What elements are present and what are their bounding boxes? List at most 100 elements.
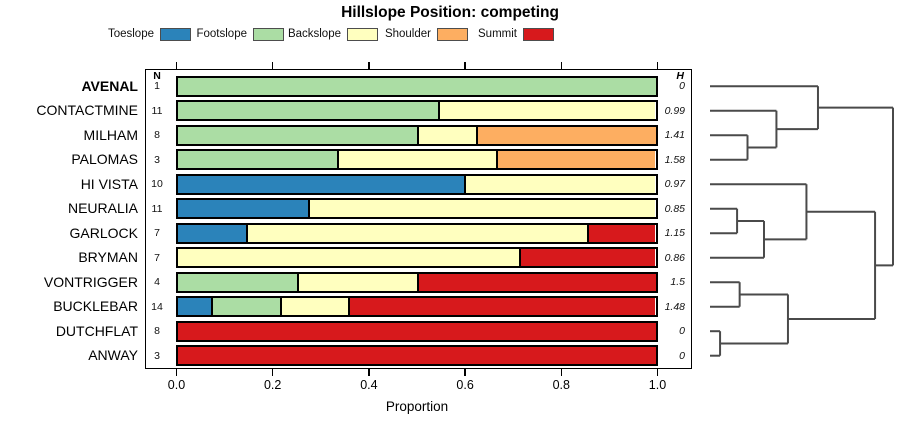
legend-swatch-footslope — [253, 28, 284, 41]
bar-segment-summit — [348, 298, 656, 316]
bar-segment-backslope — [438, 102, 656, 120]
row-label-contactmine: CONTACTMINE — [36, 102, 138, 119]
bar-segment-backslope — [336, 151, 497, 169]
h-value-garlock: 1.15 — [664, 227, 685, 240]
legend-swatch-summit — [523, 28, 554, 41]
x-tick-top — [560, 62, 563, 69]
h-value-bryman: 0.86 — [664, 251, 685, 264]
n-column-header: N — [153, 69, 161, 82]
bar-vontrigger — [175, 271, 658, 293]
x-tick-label: 1.0 — [648, 378, 667, 392]
x-tick-label: 0.6 — [456, 378, 474, 392]
legend-label-shoulder: Shoulder — [384, 28, 431, 40]
n-value-bucklebar: 14 — [151, 300, 163, 313]
n-value-bryman: 7 — [154, 251, 160, 264]
x-tick-label: 0.8 — [552, 378, 570, 392]
bar-segment-toeslope — [177, 200, 308, 218]
h-column-header: H — [676, 69, 684, 82]
x-tick-top — [368, 62, 370, 69]
n-value-milham: 8 — [154, 129, 160, 142]
bar-hi-vista — [175, 173, 658, 195]
bar-segment-backslope — [297, 273, 417, 291]
h-value-hi-vista: 0.97 — [664, 178, 685, 191]
legend-swatch-toeslope — [160, 28, 191, 41]
bar-segment-backslope — [464, 175, 656, 193]
x-tick-top — [656, 62, 659, 69]
bar-segment-backslope — [416, 126, 477, 144]
row-label-neuralia: NEURALIA — [67, 200, 138, 217]
bar-segment-footslope — [177, 126, 417, 144]
bar-segment-toeslope — [177, 298, 212, 316]
bar-anway — [175, 345, 658, 367]
h-value-avenal: 0 — [679, 80, 685, 93]
n-value-anway: 3 — [154, 349, 160, 362]
x-tick-bottom — [368, 368, 370, 376]
h-value-vontrigger: 1.5 — [670, 276, 685, 289]
legend-label-toeslope: Toeslope — [107, 28, 154, 40]
legend-label-footslope: Footslope — [196, 28, 247, 40]
bar-contactmine — [175, 100, 658, 122]
row-label-dutchflat: DUTCHFLAT — [55, 322, 138, 339]
legend-label-summit: Summit — [478, 28, 517, 40]
x-tick-bottom — [464, 368, 466, 376]
legend-label-backslope: Backslope — [287, 28, 341, 40]
n-value-hi-vista: 10 — [151, 178, 163, 191]
bar-garlock — [175, 222, 658, 244]
bar-segment-toeslope — [177, 175, 465, 193]
x-tick-bottom — [656, 368, 659, 376]
row-label-vontrigger: VONTRIGGER — [43, 273, 138, 290]
legend-swatch-backslope — [347, 28, 378, 41]
n-value-palomas: 3 — [154, 153, 160, 166]
bar-segment-summit — [587, 224, 656, 242]
x-tick-top — [464, 62, 466, 69]
bar-segment-backslope — [307, 200, 656, 218]
bar-segment-footslope — [177, 151, 337, 169]
bar-segment-backslope — [245, 224, 588, 242]
row-label-bryman: BRYMAN — [78, 249, 138, 266]
h-value-neuralia: 0.85 — [664, 202, 685, 215]
x-tick-bottom — [271, 368, 274, 376]
row-label-anway: ANWAY — [88, 347, 138, 364]
bar-segment-footslope — [177, 273, 297, 291]
h-value-bucklebar: 1.48 — [664, 300, 685, 313]
bar-segment-summit — [416, 273, 656, 291]
x-tick-top — [175, 62, 178, 69]
chart-title: Hillslope Position: competing — [341, 4, 559, 21]
x-tick-label: 0.4 — [360, 378, 378, 392]
h-value-anway: 0 — [679, 349, 685, 362]
bar-segment-summit — [518, 249, 656, 267]
n-value-garlock: 7 — [154, 227, 160, 240]
row-label-palomas: PALOMAS — [71, 151, 138, 168]
n-value-neuralia: 11 — [151, 202, 163, 215]
h-value-milham: 1.41 — [664, 129, 685, 142]
bar-segment-backslope — [177, 249, 519, 267]
bar-segment-backslope — [279, 298, 349, 316]
bar-segment-summit — [177, 322, 656, 340]
x-axis-title: Proportion — [385, 399, 449, 414]
x-tick-bottom — [175, 368, 178, 376]
bar-dutchflat — [175, 320, 658, 342]
h-value-palomas: 1.58 — [664, 153, 685, 166]
row-label-bucklebar: BUCKLEBAR — [53, 298, 138, 315]
row-label-milham: MILHAM — [83, 126, 138, 143]
x-tick-label: 0.0 — [167, 378, 186, 392]
x-tick-top — [271, 62, 274, 69]
bar-avenal — [175, 75, 658, 97]
row-label-avenal: AVENAL — [81, 77, 138, 94]
n-value-contactmine: 11 — [151, 104, 163, 117]
bar-segment-shoulder — [496, 151, 656, 169]
n-value-dutchflat: 8 — [154, 325, 160, 338]
bar-segment-footslope — [177, 77, 656, 95]
bar-segment-shoulder — [476, 126, 656, 144]
bar-neuralia — [175, 198, 658, 220]
legend-swatch-shoulder — [437, 28, 468, 41]
bar-segment-footslope — [211, 298, 280, 316]
bar-segment-toeslope — [177, 224, 246, 242]
bar-palomas — [175, 149, 658, 171]
row-label-garlock: GARLOCK — [69, 224, 138, 241]
row-label-hi-vista: HI VISTA — [80, 175, 138, 192]
bar-bucklebar — [175, 296, 658, 318]
bar-segment-summit — [177, 347, 656, 365]
x-tick-label: 0.2 — [263, 378, 282, 392]
